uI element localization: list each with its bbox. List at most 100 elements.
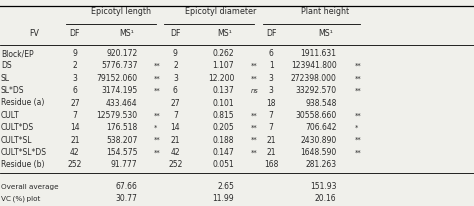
Text: 1911.631: 1911.631: [301, 49, 337, 58]
Text: 9: 9: [73, 49, 77, 58]
Text: Epicotyl length: Epicotyl length: [91, 7, 151, 16]
Text: **: **: [355, 137, 361, 143]
Text: 0.147: 0.147: [212, 148, 234, 157]
Text: 920.172: 920.172: [106, 49, 137, 58]
Text: 12.200: 12.200: [208, 74, 234, 83]
Text: **: **: [355, 149, 361, 156]
Text: 3174.195: 3174.195: [101, 86, 137, 95]
Text: ns: ns: [251, 88, 259, 94]
Text: 27: 27: [171, 98, 180, 108]
Text: Overall average: Overall average: [1, 184, 59, 190]
Text: 21: 21: [70, 136, 80, 145]
Text: **: **: [251, 63, 258, 69]
Text: 1648.590: 1648.590: [301, 148, 337, 157]
Text: 9: 9: [173, 49, 178, 58]
Text: DS: DS: [1, 61, 11, 70]
Text: Epicotyl diameter: Epicotyl diameter: [185, 7, 256, 16]
Text: 27: 27: [70, 98, 80, 108]
Text: DF: DF: [266, 29, 276, 39]
Text: **: **: [154, 75, 161, 81]
Text: 176.518: 176.518: [106, 123, 137, 132]
Text: **: **: [355, 88, 361, 94]
Text: *: *: [355, 125, 358, 131]
Text: 281.263: 281.263: [305, 160, 337, 169]
Text: Residue (a): Residue (a): [1, 98, 45, 108]
Text: 14: 14: [70, 123, 80, 132]
Text: 0.188: 0.188: [213, 136, 234, 145]
Text: 7: 7: [73, 111, 77, 120]
Text: CULT*SL*DS: CULT*SL*DS: [1, 148, 47, 157]
Text: *: *: [154, 125, 157, 131]
Text: **: **: [251, 137, 258, 143]
Text: 0.137: 0.137: [212, 86, 234, 95]
Text: VC (%) plot: VC (%) plot: [1, 196, 40, 202]
Text: **: **: [154, 149, 161, 156]
Text: **: **: [251, 75, 258, 81]
Text: MS¹: MS¹: [217, 29, 232, 39]
Text: 706.642: 706.642: [305, 123, 337, 132]
Text: 2: 2: [173, 61, 178, 70]
Text: **: **: [355, 63, 361, 69]
Text: 6: 6: [73, 86, 77, 95]
Text: 14: 14: [171, 123, 180, 132]
Text: 30558.660: 30558.660: [295, 111, 337, 120]
Text: 2: 2: [73, 61, 77, 70]
Text: **: **: [355, 75, 361, 81]
Text: 33292.570: 33292.570: [295, 86, 337, 95]
Text: 0.051: 0.051: [212, 160, 234, 169]
Text: 168: 168: [264, 160, 278, 169]
Text: **: **: [355, 112, 361, 118]
Text: 5776.737: 5776.737: [101, 61, 137, 70]
Text: 11.99: 11.99: [212, 194, 234, 204]
Text: 151.93: 151.93: [310, 182, 337, 191]
Text: Block/EP: Block/EP: [1, 49, 34, 58]
Text: 0.205: 0.205: [212, 123, 234, 132]
Text: 79152.060: 79152.060: [96, 74, 137, 83]
Text: 30.77: 30.77: [116, 194, 137, 204]
Text: 91.777: 91.777: [111, 160, 137, 169]
Text: 272398.000: 272398.000: [291, 74, 337, 83]
Text: **: **: [251, 125, 258, 131]
Text: 6: 6: [173, 86, 178, 95]
Text: **: **: [251, 149, 258, 156]
Text: 3: 3: [269, 86, 273, 95]
Text: 3: 3: [173, 74, 178, 83]
Text: 12579.530: 12579.530: [96, 111, 137, 120]
Text: 7: 7: [269, 111, 273, 120]
Text: SL: SL: [1, 74, 10, 83]
Text: MS¹: MS¹: [319, 29, 334, 39]
Text: FV: FV: [29, 29, 39, 39]
Text: CULT: CULT: [1, 111, 19, 120]
Text: 67.66: 67.66: [116, 182, 137, 191]
Text: 21: 21: [266, 148, 276, 157]
Text: 252: 252: [68, 160, 82, 169]
Text: 6: 6: [269, 49, 273, 58]
Text: **: **: [154, 88, 161, 94]
Text: 433.464: 433.464: [106, 98, 137, 108]
Text: 21: 21: [171, 136, 180, 145]
Text: Plant height: Plant height: [301, 7, 349, 16]
Text: **: **: [154, 112, 161, 118]
Text: **: **: [251, 112, 258, 118]
Text: 3: 3: [73, 74, 77, 83]
Text: 1: 1: [269, 61, 273, 70]
Text: DF: DF: [170, 29, 181, 39]
Text: 21: 21: [266, 136, 276, 145]
Text: 538.207: 538.207: [106, 136, 137, 145]
Text: CULT*DS: CULT*DS: [1, 123, 34, 132]
Text: **: **: [154, 63, 161, 69]
Text: 123941.800: 123941.800: [291, 61, 337, 70]
Text: 2.65: 2.65: [217, 182, 234, 191]
Text: **: **: [154, 137, 161, 143]
Text: 2430.890: 2430.890: [301, 136, 337, 145]
Text: 7: 7: [173, 111, 178, 120]
Text: 42: 42: [171, 148, 180, 157]
Text: 154.575: 154.575: [106, 148, 137, 157]
Text: CULT*SL: CULT*SL: [1, 136, 32, 145]
Text: 18: 18: [266, 98, 276, 108]
Text: 0.262: 0.262: [212, 49, 234, 58]
Text: 3: 3: [269, 74, 273, 83]
Text: 42: 42: [70, 148, 80, 157]
Text: MS¹: MS¹: [119, 29, 135, 39]
Text: SL*DS: SL*DS: [1, 86, 25, 95]
